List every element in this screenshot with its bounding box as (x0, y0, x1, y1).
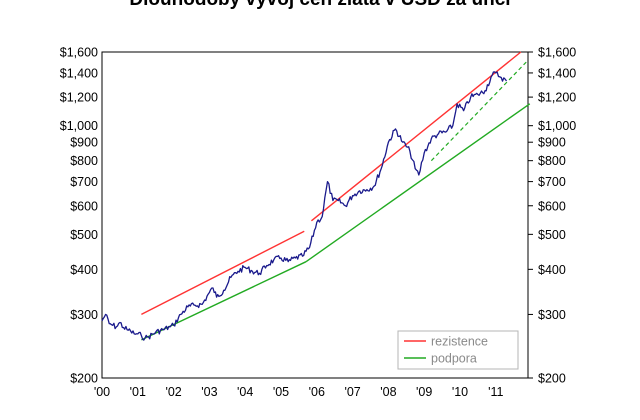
x-tick-label: '01 (130, 385, 146, 399)
trend-lines (141, 51, 531, 341)
support-line-dashed (430, 61, 527, 162)
y-tick-label-left: $1,200 (60, 91, 98, 105)
x-tick-label: '05 (273, 385, 289, 399)
y-tick-label-left: $1,600 (60, 46, 98, 60)
y-tick-label-right: $1,600 (538, 46, 576, 60)
y-tick-label-right: $600 (538, 199, 566, 213)
x-tick-label: '07 (344, 385, 360, 399)
resistence-line (141, 230, 305, 316)
legend-label: rezistence (431, 335, 488, 349)
y-tick-label-right: $300 (538, 308, 566, 322)
legend-box (397, 330, 519, 370)
legend-label: podpora (431, 352, 477, 366)
y-tick-label-left: $1,400 (60, 66, 98, 80)
x-tick-label: '11 (488, 385, 503, 399)
y-tick-label-right: $1,200 (538, 91, 576, 105)
y-tick-label-left: $1,000 (60, 119, 98, 133)
right-axis-ticks: $1,600 $1,400 $1,200 $1,000 $900 $800 $700 $600… (528, 46, 576, 386)
support-line (305, 103, 531, 263)
x-tick-label: '04 (237, 385, 253, 399)
x-tick-label: '06 (309, 385, 325, 399)
x-tick-label: '00 (94, 385, 110, 399)
y-tick-label-right: $900 (538, 136, 566, 150)
y-tick-label-right: $1,000 (538, 119, 576, 133)
chart-title: Dlouhodobý vývoj cen zlata v USD za unci (0, 0, 640, 11)
y-tick-label-left: $300 (70, 308, 98, 322)
x-tick-label: '10 (452, 385, 468, 399)
y-tick-label-right: $800 (538, 154, 566, 168)
left-axis-ticks: $1,600 $1,400 $1,200 $1,000 $900 $800 $700 $600… (60, 46, 98, 386)
y-tick-label-left: $800 (70, 154, 98, 168)
plot-area (101, 51, 529, 379)
resistence-line (310, 51, 522, 222)
gold-price-line (101, 71, 508, 341)
x-tick-label: '08 (380, 385, 396, 399)
y-tick-label-right: $1,400 (538, 66, 576, 80)
y-tick-label-left: $500 (70, 228, 98, 242)
y-tick-label-right: $400 (538, 263, 566, 277)
price-series (101, 71, 508, 341)
x-tick-label: '09 (416, 385, 432, 399)
legend: rezistence podpora (397, 330, 519, 370)
x-tick-label: '02 (165, 385, 181, 399)
y-tick-label-right: $200 (538, 372, 566, 386)
x-tick-label: '03 (201, 385, 217, 399)
y-tick-label-right: $500 (538, 228, 566, 242)
y-tick-label-left: $200 (70, 372, 98, 386)
y-tick-label-left: $900 (70, 136, 98, 150)
y-tick-label-right: $700 (538, 175, 566, 189)
y-tick-label-left: $400 (70, 263, 98, 277)
y-tick-label-left: $600 (70, 199, 98, 213)
y-tick-label-left: $700 (70, 175, 98, 189)
